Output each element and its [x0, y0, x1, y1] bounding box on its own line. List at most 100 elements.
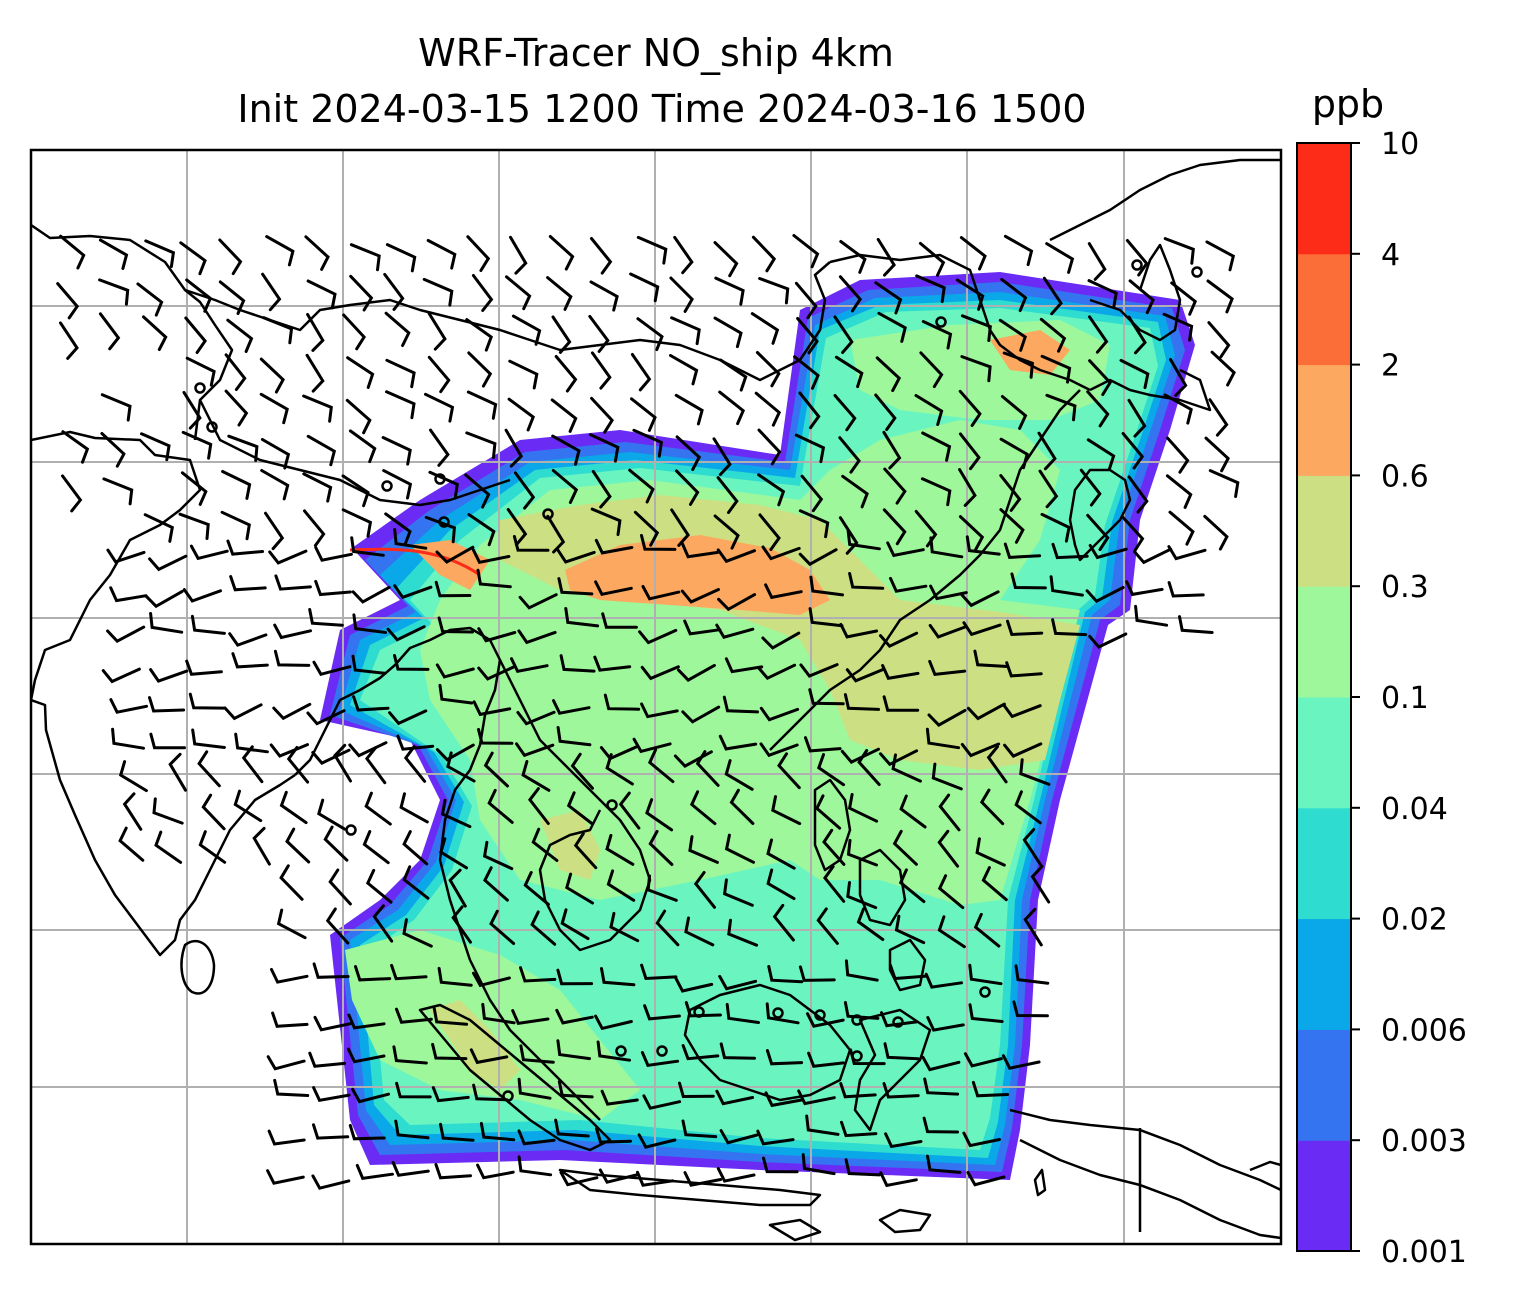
wind-barb — [589, 280, 619, 312]
wind-barb — [606, 869, 636, 902]
wind-barb — [434, 580, 472, 598]
wind-barb — [673, 235, 694, 275]
wind-barb — [766, 868, 796, 901]
wind-barb — [846, 881, 878, 910]
wind-barb — [426, 239, 457, 270]
wind-barb — [306, 313, 325, 352]
wind-barb — [189, 544, 229, 561]
wind-barb — [434, 1163, 472, 1180]
wind-barb — [683, 1171, 723, 1187]
wind-barb — [185, 278, 213, 313]
wind-barb — [471, 274, 494, 312]
wind-barb — [469, 1048, 509, 1065]
wind-barb — [771, 795, 802, 826]
wind-barb — [1079, 468, 1102, 507]
wind-barb — [1120, 515, 1145, 552]
wind-barb — [519, 1044, 555, 1064]
wind-barb — [152, 797, 184, 825]
wind-barb — [675, 469, 700, 506]
wind-barb — [448, 868, 467, 908]
wind-barb — [106, 548, 146, 564]
wind-barb — [593, 655, 632, 672]
wind-barb — [874, 393, 897, 431]
wind-barb — [477, 727, 514, 745]
wind-barb — [998, 318, 1027, 352]
wind-barb — [840, 747, 880, 764]
wind-barb — [1204, 436, 1230, 473]
wind-barb — [185, 356, 216, 387]
wind-barb — [973, 649, 1010, 668]
wind-barb — [765, 1002, 800, 1025]
wind-barb — [762, 1156, 799, 1174]
wind-barb — [122, 792, 143, 831]
wind-barb — [729, 788, 755, 825]
wind-barb — [59, 234, 86, 270]
wind-barb — [757, 473, 786, 507]
wind-barb — [1088, 544, 1128, 560]
wind-barb — [346, 356, 375, 389]
wind-barb — [489, 909, 516, 945]
wind-barb — [234, 732, 269, 754]
wind-barb — [833, 315, 854, 354]
wind-barb — [352, 613, 387, 634]
map-panel — [31, 150, 1281, 1244]
wind-barb — [180, 471, 208, 506]
wind-barb — [559, 1170, 599, 1187]
colorbar-swatch — [1297, 364, 1351, 476]
wind-barb — [688, 835, 719, 864]
wind-barb — [347, 1013, 386, 1030]
wind-barb — [261, 272, 282, 312]
wind-barb — [839, 240, 867, 274]
wind-barb — [306, 434, 337, 467]
wind-barb — [392, 1045, 428, 1065]
wind-barb — [600, 967, 636, 987]
colorbar-tick-label: 0.003 — [1381, 1124, 1467, 1159]
wind-barb — [1178, 615, 1214, 634]
wind-barb — [388, 709, 428, 726]
wind-barb — [551, 469, 579, 504]
colorbar-tick-label: 0.006 — [1381, 1013, 1467, 1048]
wind-barb — [684, 1001, 722, 1018]
wind-barb — [482, 840, 514, 871]
wind-barb — [841, 474, 869, 509]
title-line-2: Init 2024-03-15 1200 Time 2024-03-16 150… — [237, 87, 1086, 131]
wind-barb — [937, 915, 966, 949]
wind-barb — [632, 737, 672, 754]
wind-barb — [879, 1171, 918, 1188]
wind-barb — [312, 1123, 350, 1140]
wind-barb — [528, 787, 550, 825]
wind-barb — [551, 315, 572, 354]
wind-barb — [805, 1114, 840, 1136]
wind-barb — [839, 1082, 877, 1099]
wind-barb — [467, 513, 496, 547]
wind-barb — [1087, 279, 1118, 309]
wind-barb — [276, 908, 307, 940]
wind-barb — [312, 962, 350, 979]
wind-barb — [845, 667, 886, 683]
wind-barb — [548, 235, 575, 271]
wind-barb — [181, 430, 213, 460]
wind-barb — [226, 318, 254, 353]
wind-barb — [424, 392, 455, 423]
wind-barb — [393, 528, 428, 550]
wind-barb — [514, 471, 536, 510]
wind-barb — [314, 579, 352, 597]
wind-barb — [259, 392, 289, 425]
colorbar-tick-label: 0.3 — [1381, 570, 1429, 605]
wind-barb — [1002, 703, 1042, 719]
field-0.3-mid — [540, 810, 600, 880]
wind-barb — [883, 1042, 920, 1061]
wind-barb — [684, 916, 715, 947]
wind-barb — [386, 625, 426, 642]
wind-barb — [877, 311, 907, 343]
wind-barb — [719, 1042, 756, 1060]
wind-barb — [464, 473, 491, 509]
wind-barb — [435, 545, 475, 564]
colorbar-swatch — [1297, 586, 1351, 698]
wind-barb — [1168, 510, 1195, 546]
wind-barb — [979, 788, 1005, 826]
wind-barb — [554, 1118, 590, 1138]
wind-barb — [1002, 351, 1035, 379]
colorbar-tick-label: 2 — [1381, 349, 1400, 384]
wind-barb — [926, 1154, 962, 1174]
